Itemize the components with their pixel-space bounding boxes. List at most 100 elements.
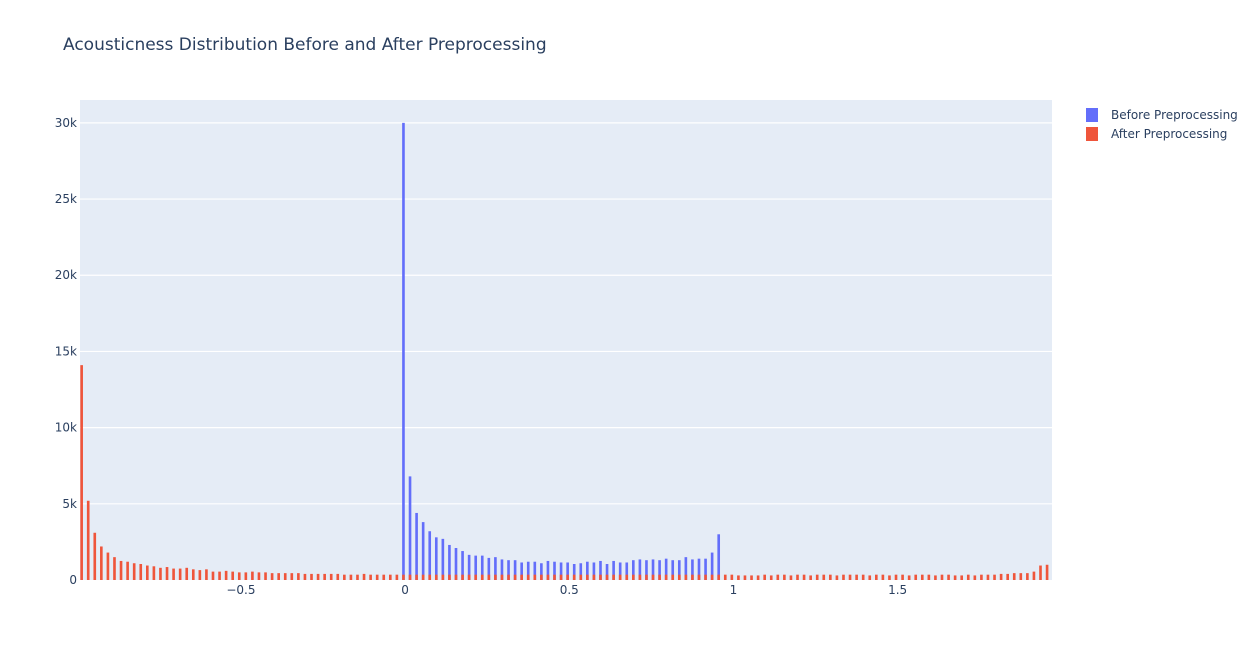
bar-after[interactable] — [684, 574, 688, 580]
bar-after[interactable] — [349, 574, 353, 580]
bar-after[interactable] — [375, 574, 379, 580]
bar-after[interactable] — [500, 574, 504, 580]
bar-before[interactable] — [428, 531, 432, 580]
bar-before[interactable] — [704, 558, 707, 580]
bar-after[interactable] — [270, 573, 274, 580]
bar-after[interactable] — [894, 574, 898, 580]
bar-after[interactable] — [139, 564, 143, 580]
bar-after[interactable] — [126, 561, 129, 580]
bar-after[interactable] — [356, 574, 359, 580]
bar-after[interactable] — [408, 574, 412, 580]
bar-after[interactable] — [237, 572, 241, 580]
bar-before[interactable] — [638, 559, 642, 580]
bar-after[interactable] — [723, 574, 727, 580]
bar-after[interactable] — [625, 574, 629, 580]
bar-after[interactable] — [310, 573, 313, 580]
bar-after[interactable] — [389, 574, 392, 580]
bar-after[interactable] — [697, 574, 701, 580]
bar-after[interactable] — [769, 575, 773, 580]
bar-before[interactable] — [408, 476, 412, 580]
bar-after[interactable] — [960, 575, 964, 580]
bar-after[interactable] — [467, 574, 471, 580]
bar-after[interactable] — [402, 574, 405, 580]
bar-before[interactable] — [461, 551, 464, 580]
bar-after[interactable] — [277, 573, 280, 580]
bar-before[interactable] — [664, 558, 668, 580]
bar-before[interactable] — [540, 563, 543, 580]
bar-after[interactable] — [86, 500, 90, 580]
bar-after[interactable] — [257, 572, 261, 580]
bar-after[interactable] — [494, 574, 497, 580]
bar-after[interactable] — [251, 571, 254, 580]
bar-after[interactable] — [638, 574, 642, 580]
bar-after[interactable] — [645, 574, 648, 580]
bar-before[interactable] — [402, 122, 405, 581]
bar-after[interactable] — [973, 575, 977, 580]
bar-after[interactable] — [553, 574, 556, 580]
bar-before[interactable] — [605, 564, 609, 580]
bar-after[interactable] — [572, 574, 576, 580]
bar-after[interactable] — [586, 574, 589, 580]
bar-after[interactable] — [881, 574, 885, 580]
bar-after[interactable] — [343, 574, 346, 580]
bar-after[interactable] — [152, 566, 156, 580]
bar-after[interactable] — [671, 574, 675, 580]
bar-after[interactable] — [704, 574, 707, 580]
bar-after[interactable] — [1032, 571, 1036, 580]
bar-after[interactable] — [336, 573, 340, 580]
bar-after[interactable] — [763, 574, 766, 580]
bar-after[interactable] — [1012, 573, 1016, 580]
bar-after[interactable] — [677, 574, 681, 580]
bar-after[interactable] — [290, 573, 294, 580]
bar-after[interactable] — [605, 574, 609, 580]
bar-before[interactable] — [586, 561, 589, 580]
bar-before[interactable] — [697, 558, 701, 580]
bar-after[interactable] — [191, 569, 195, 580]
bar-before[interactable] — [651, 559, 655, 580]
bar-after[interactable] — [559, 574, 563, 580]
bar-after[interactable] — [993, 574, 996, 580]
bar-after[interactable] — [1026, 573, 1029, 580]
bar-after[interactable] — [487, 574, 491, 580]
bar-after[interactable] — [540, 574, 543, 580]
bar-after[interactable] — [546, 574, 550, 580]
bar-after[interactable] — [421, 574, 425, 580]
bar-before[interactable] — [579, 563, 583, 580]
bar-after[interactable] — [888, 575, 891, 580]
legend-item-before[interactable]: Before Preprocessing — [1086, 108, 1238, 122]
bar-before[interactable] — [434, 537, 438, 580]
bar-after[interactable] — [329, 573, 333, 580]
bar-after[interactable] — [599, 574, 602, 580]
bar-after[interactable] — [1019, 573, 1023, 580]
bar-after[interactable] — [717, 574, 721, 580]
bar-after[interactable] — [566, 574, 569, 580]
bar-after[interactable] — [533, 574, 537, 580]
bar-before[interactable] — [592, 562, 596, 580]
bar-after[interactable] — [868, 575, 872, 580]
bar-after[interactable] — [809, 575, 812, 580]
bar-after[interactable] — [93, 532, 97, 580]
bar-after[interactable] — [730, 574, 734, 580]
bar-after[interactable] — [119, 560, 123, 580]
bar-after[interactable] — [592, 574, 596, 580]
bar-after[interactable] — [434, 574, 438, 580]
bar-after[interactable] — [244, 572, 248, 580]
bar-after[interactable] — [796, 574, 799, 580]
bar-after[interactable] — [297, 573, 300, 580]
bar-after[interactable] — [835, 575, 839, 580]
bar-after[interactable] — [789, 575, 793, 580]
bar-after[interactable] — [980, 574, 983, 580]
bar-after[interactable] — [999, 573, 1003, 580]
bar-after[interactable] — [907, 575, 911, 580]
bar-after[interactable] — [415, 574, 418, 580]
bar-after[interactable] — [861, 574, 865, 580]
bar-after[interactable] — [316, 573, 320, 580]
bar-after[interactable] — [776, 574, 780, 580]
bar-before[interactable] — [684, 557, 688, 580]
bar-after[interactable] — [224, 570, 228, 580]
bar-after[interactable] — [520, 574, 523, 580]
bar-after[interactable] — [283, 573, 287, 580]
bar-before[interactable] — [474, 555, 478, 580]
bar-after[interactable] — [901, 574, 904, 580]
bar-after[interactable] — [441, 574, 445, 580]
